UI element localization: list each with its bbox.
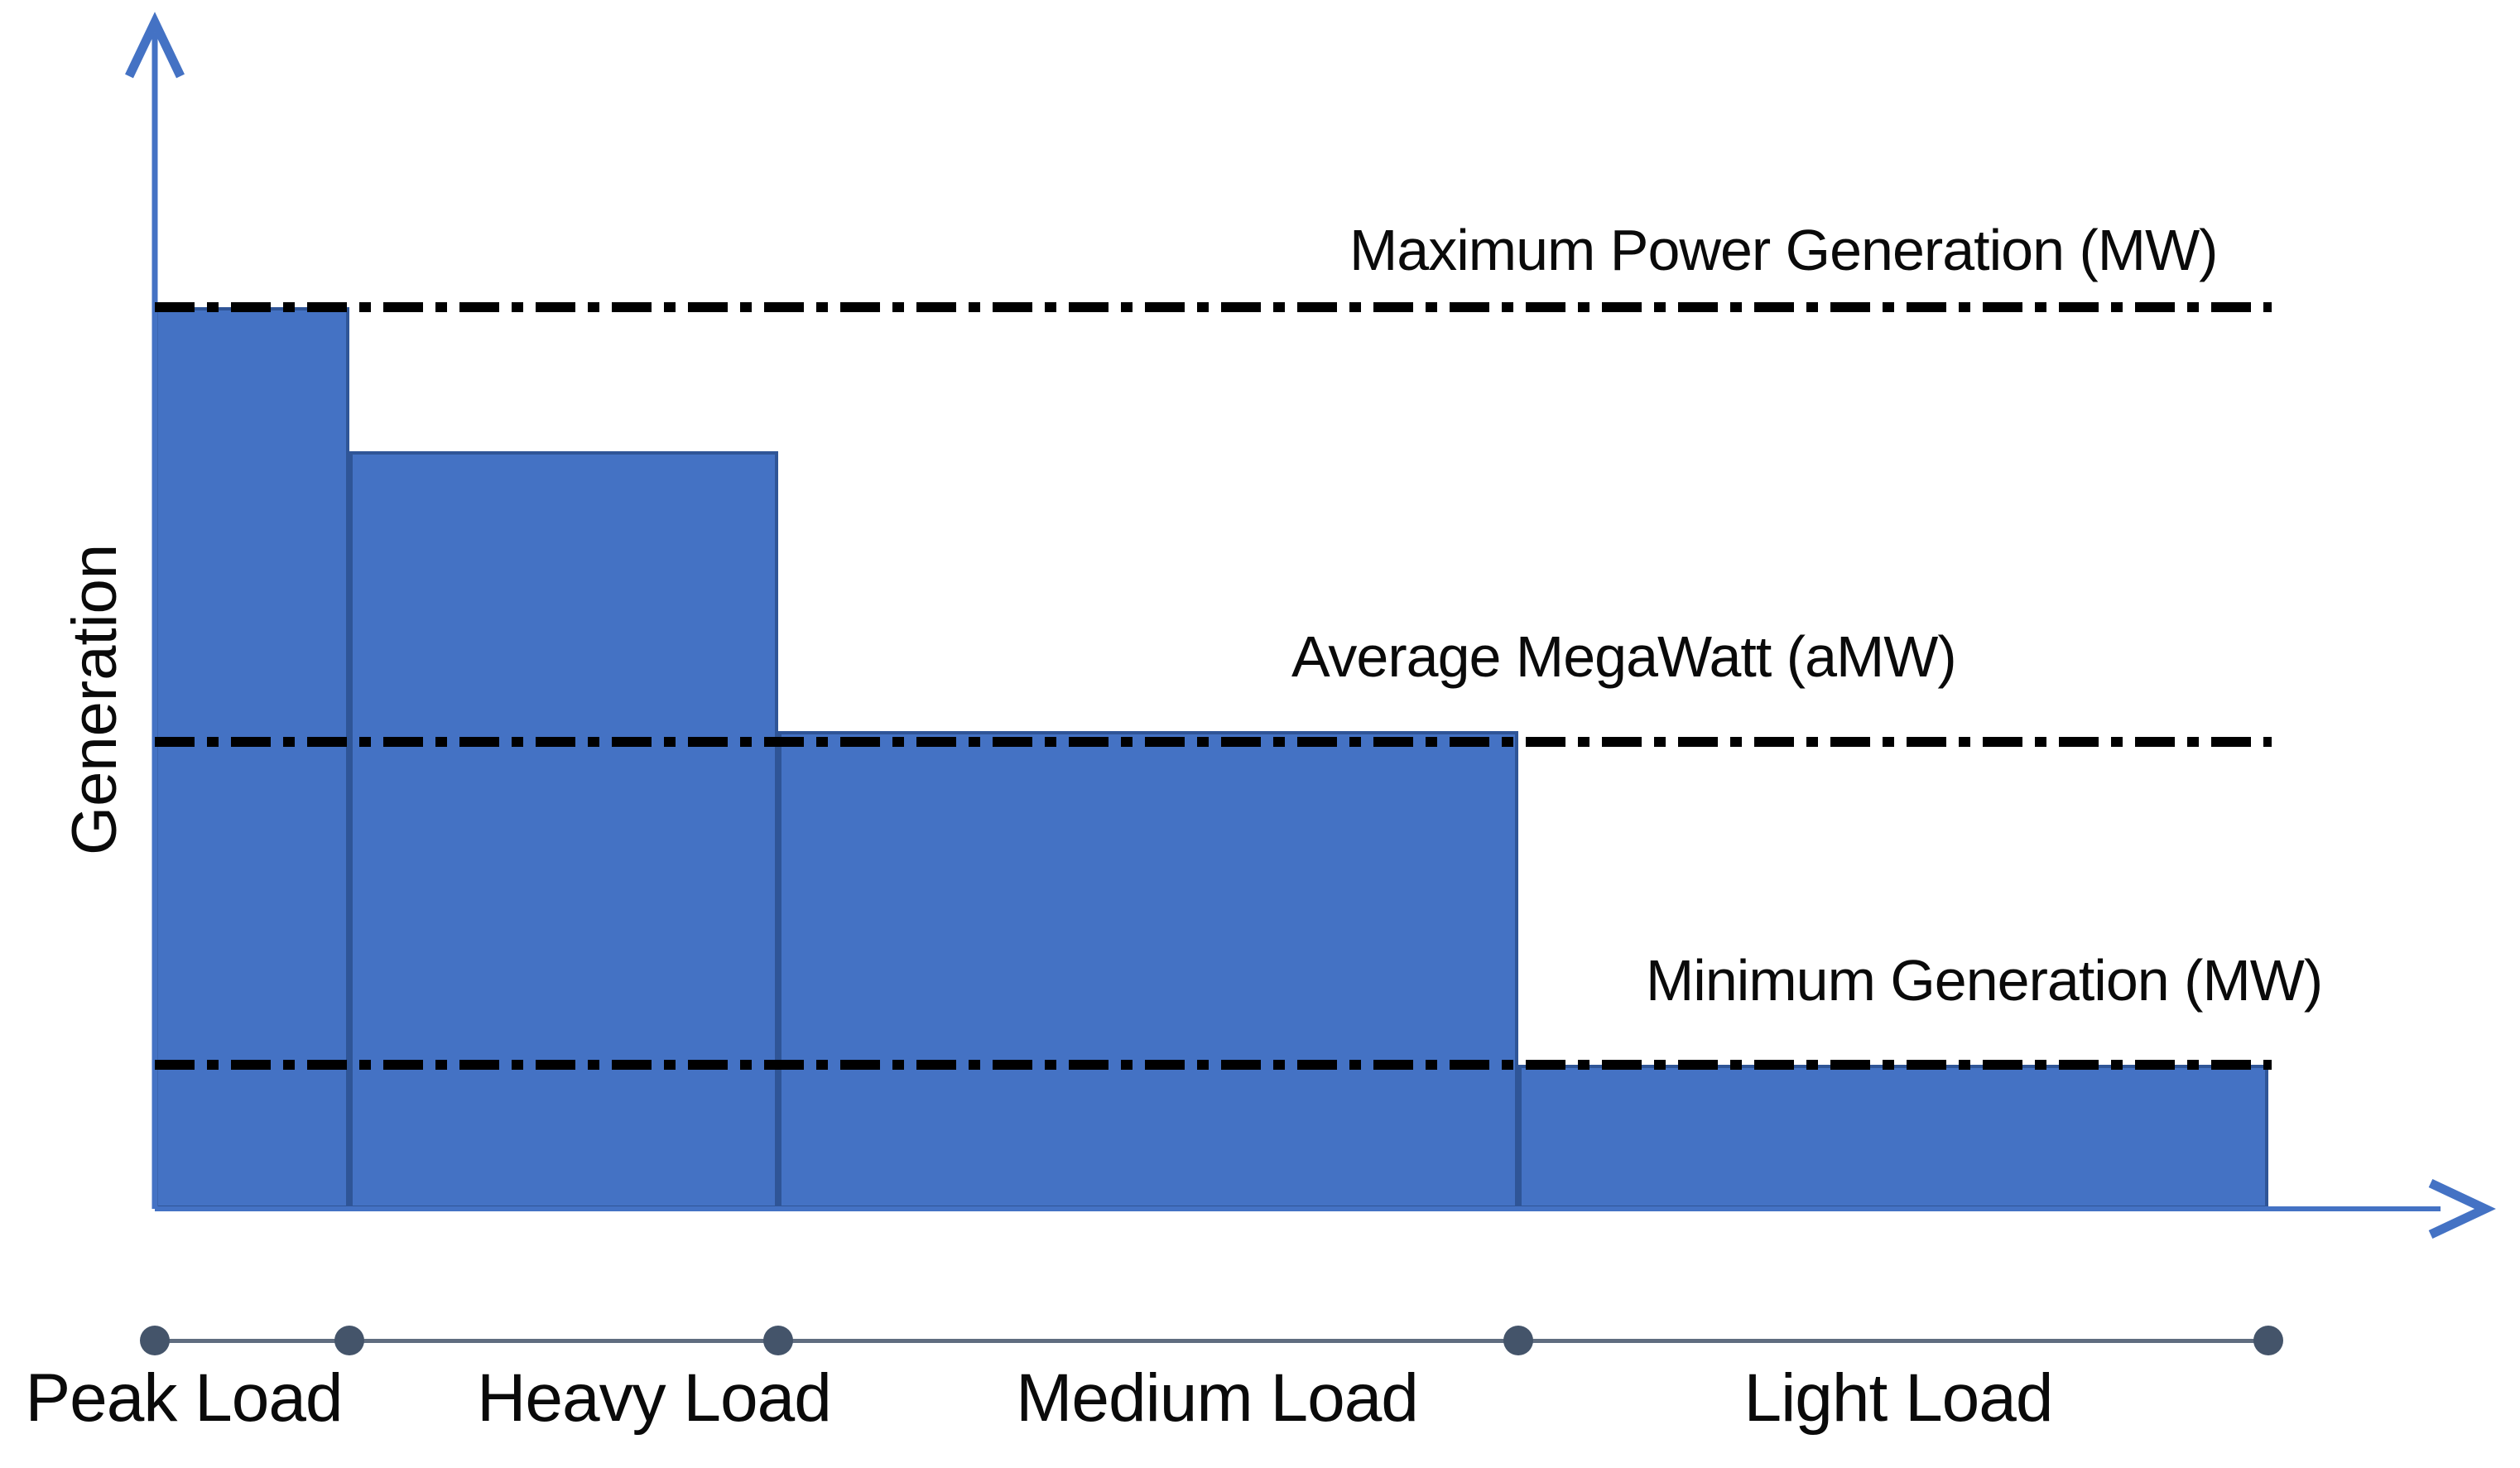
reference-line-max [155,302,2272,312]
segment-boundary-dot [1503,1326,1533,1355]
segment-timeline [155,1338,2268,1343]
segment-boundary-dot [334,1326,364,1355]
segment-boundary-dot [763,1326,794,1355]
segment-label-light-load: Light Load [1743,1360,2053,1436]
segment-boundary-dot [140,1326,170,1355]
y-axis-label: Generation [60,543,130,856]
bar-peak-load [155,307,349,1209]
reference-line-min [155,1059,2272,1070]
segment-boundary-dot [2253,1326,2283,1355]
segment-label-heavy-load: Heavy Load [477,1360,832,1436]
reference-label-average: Average MegaWatt (aMW) [1291,624,1957,689]
reference-line-amw [155,736,2272,747]
bar-medium-load [778,730,1518,1209]
x-axis-arrow-icon [2428,1179,2496,1239]
reference-label-maximum: Maximum Power Generation (MW) [1349,218,2218,282]
y-axis-arrow-icon [125,12,185,79]
segment-label-medium-load: Medium Load [1016,1360,1419,1436]
reference-label-minimum: Minimum Generation (MW) [1646,948,2323,1013]
bar-heavy-load [349,451,779,1209]
bar-light-load [1517,1064,2268,1209]
segment-label-peak-load: Peak Load [25,1360,343,1436]
